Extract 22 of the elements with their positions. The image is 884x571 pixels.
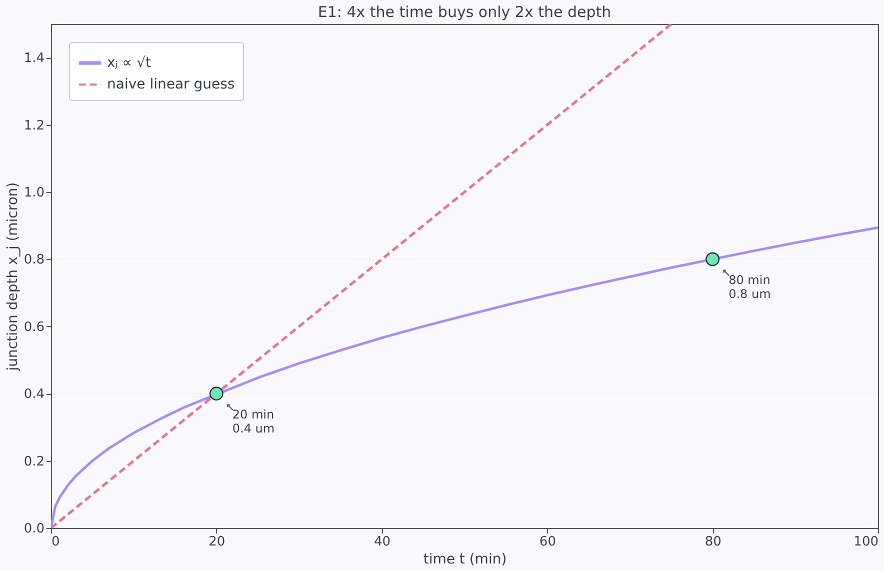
y-axis-title: junction depth x_j (micron) <box>4 182 21 372</box>
y-tick-label: 0.6 <box>24 320 44 335</box>
x-tick-label: 80 <box>704 534 722 550</box>
y-tick-label: 0.8 <box>24 252 44 268</box>
x-tick-label: 0 <box>52 534 60 550</box>
annotation: 80 min 0.8 um <box>728 273 771 302</box>
x-tick-label: 100 <box>854 534 878 550</box>
y-tick-label: 1.0 <box>24 186 44 200</box>
y-tick-label: 0.0 <box>24 522 44 536</box>
y-tick-label: 1.2 <box>24 118 44 134</box>
y-tick-label: 1.4 <box>24 51 44 66</box>
legend-label: xⱼ ∝ √t <box>107 55 152 71</box>
x-tick-label: 20 <box>208 534 226 550</box>
chart-title: E1: 4x the time buys only 2x the depth <box>318 3 612 21</box>
x-tick-label: 40 <box>374 534 391 550</box>
legend-label: naive linear guess <box>107 76 235 92</box>
y-tick-label: 0.2 <box>24 454 44 470</box>
y-tick-label: 0.4 <box>24 387 44 402</box>
x-axis-title: time t (min) <box>423 552 507 568</box>
x-tick-label: 60 <box>539 534 556 550</box>
annotation: 20 min 0.4 um <box>232 408 275 436</box>
line-series <box>51 226 878 528</box>
